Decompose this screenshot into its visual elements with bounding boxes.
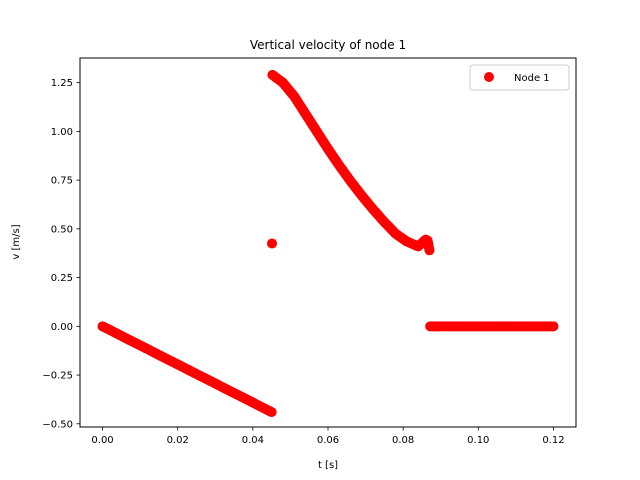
- y-tick-label: 0.50: [51, 224, 73, 235]
- x-tick-label: 0.08: [392, 435, 414, 446]
- plot-frame: [79, 57, 577, 428]
- y-tick-label: −0.50: [42, 419, 73, 430]
- x-tick-label: 0.02: [167, 435, 189, 446]
- x-tick-label: 0.12: [542, 435, 564, 446]
- y-tick-label: 1.25: [51, 78, 73, 89]
- legend-marker-node-1: [484, 72, 494, 82]
- data-point: [424, 245, 435, 256]
- y-axis-label: v [m/s]: [11, 224, 22, 259]
- legend-box: [469, 64, 570, 91]
- y-tick-label: −0.25: [42, 371, 73, 382]
- y-tick-label: 0.25: [51, 273, 73, 284]
- x-tick-label: 0.04: [242, 435, 264, 446]
- data-point: [266, 407, 277, 418]
- legend: Node 1: [469, 64, 570, 91]
- x-axis-ticks: 0.00 0.02 0.04 0.06 0.08 0.10 0.12: [91, 427, 565, 446]
- x-axis-label: t [s]: [318, 460, 338, 471]
- data-point: [548, 321, 559, 332]
- x-tick-label: 0.00: [91, 435, 113, 446]
- data-point: [267, 238, 278, 249]
- x-tick-label: 0.10: [467, 435, 489, 446]
- y-tick-label: 1.00: [51, 127, 73, 138]
- legend-label-node-1: Node 1: [514, 73, 550, 84]
- y-tick-label: 0.75: [51, 176, 73, 187]
- y-tick-label: 0.00: [51, 322, 73, 333]
- y-axis-ticks: −0.50 −0.25 0.00 0.25 0.50 0.75 1.00 1.25: [42, 78, 80, 430]
- x-tick-label: 0.06: [317, 435, 339, 446]
- series-layer: [97, 69, 559, 418]
- chart-title: Vertical velocity of node 1: [250, 38, 406, 52]
